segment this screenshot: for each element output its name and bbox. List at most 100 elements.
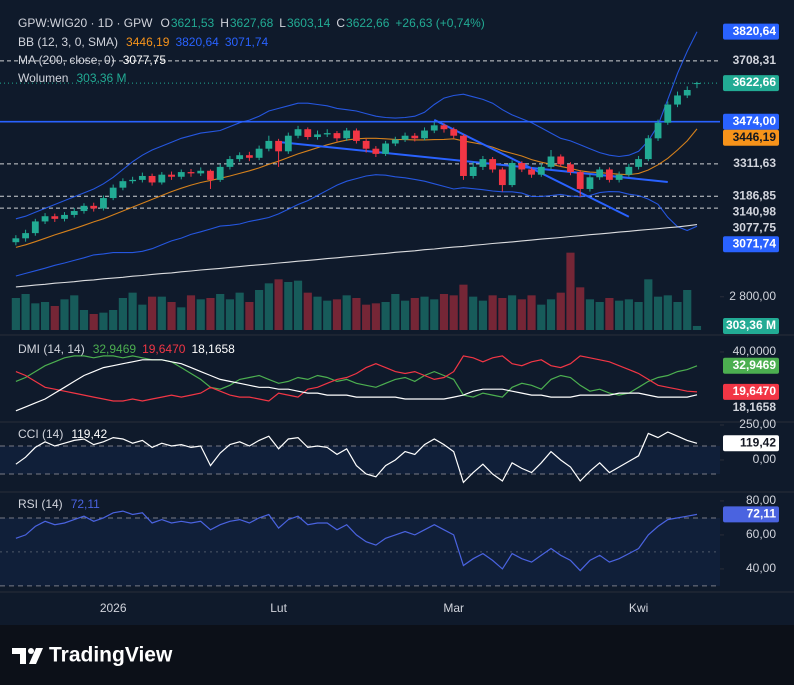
indicator-value: 72,11 [71,497,100,511]
price-tag-label: 3071,74 [733,236,777,250]
indicator-name: BB (12, 3, 0, SMA) [18,35,118,49]
candle-body [197,170,205,174]
y-tick-label: 40,0000 [733,344,777,358]
price-tag-label: 19,6470 [733,384,777,398]
volume-bar [556,292,565,330]
pane-title: DMI (14, 14) [18,342,85,356]
volume-bar [663,295,672,330]
candle-body [51,216,59,219]
volume-bar [517,299,526,330]
volume-bar [40,302,50,330]
price-tag-label: 32,9469 [733,358,777,372]
candle-body [664,104,672,123]
candle-body [362,140,370,149]
volume-bar [332,299,342,330]
volume-bar [371,303,380,330]
volume-bar [245,302,254,330]
indicator-line [15,355,698,398]
volume-bar [157,296,166,330]
band-fill [0,446,720,475]
pane-title: CCI (14) [18,427,63,441]
candle-body [343,130,351,139]
volume-bar [615,300,624,330]
price-tag-label: 18,1658 [733,400,777,414]
x-tick-label: Mar [443,601,464,615]
price-tag-label: 3446,19 [733,130,777,144]
candle-body [323,133,331,135]
volume-bar [60,299,69,330]
candle-body [100,198,107,209]
candle-body [245,155,253,158]
volume-bar [186,295,196,330]
candle-body [596,169,604,178]
volume-bar [293,280,303,330]
candle-body [498,169,506,186]
candle-body [528,169,535,175]
volume-bar [439,294,449,330]
volume-bar [235,292,244,330]
volume-bar [449,295,458,330]
price-tag-label: 303,36 M [726,318,776,332]
candle-body [460,135,467,176]
volume-bar [673,302,682,330]
volume-bar [410,298,419,330]
price-tag [723,383,779,400]
logo-text: TradingView [49,644,173,667]
volume-bar [459,284,468,330]
candle-body [265,140,273,149]
candle-body [216,166,224,180]
price-tag-label: 3311,63 [733,156,776,170]
indicator-value: 3077,75 [123,53,167,67]
volume-bar [50,306,59,330]
volume-bar [21,294,30,330]
price-tag-label: 3622,66 [733,75,777,89]
price-tag-label: 3140,98 [733,204,777,218]
volume-bar [118,298,127,330]
logo-mark [12,648,43,664]
volume-bar [313,296,322,330]
y-tick-label: 80,00 [746,493,776,507]
volume-bar [683,290,692,330]
x-tick-label: 2026 [100,601,127,615]
volume-bar [400,300,410,330]
volume-bar [11,298,20,330]
price-tag [723,357,779,374]
candle-body [22,233,30,239]
y-tick-label: 250,00 [739,417,776,431]
candle-body [109,187,117,199]
ohlc-value: 3603,14 [287,16,331,30]
candle-body [518,162,526,170]
price-tag [723,435,779,452]
ohlc-key: C [336,16,345,30]
y-tick-label: 40,00 [746,561,776,575]
volume-bar [352,298,361,330]
volume-bar [147,296,157,330]
price-tag [723,236,779,253]
volume-bar [167,302,176,330]
price-tag [723,506,779,523]
candle-body [674,95,681,105]
y-tick-label: 2 800,00 [729,289,776,303]
candle-body [382,143,390,154]
price-tag-label: 3708,31 [733,53,777,67]
indicator-value: 119,42 [71,427,107,441]
price-tag-label: 3474,00 [733,114,777,128]
candle-body [284,135,292,152]
volume-bar [644,279,653,330]
candle-body [391,139,399,144]
price-tag-label: 3186,85 [733,188,777,202]
candle-body [294,129,302,136]
indicator-line [15,359,698,412]
pane-title: RSI (14) [18,497,63,511]
volume-bar [89,314,98,330]
indicator-value: 32,9469 [93,342,137,356]
volume-bar [546,299,556,330]
candle-body [489,159,497,170]
candle-body [129,179,137,182]
volume-bar [342,295,351,330]
price-tag [723,129,779,146]
y-tick-label: 60,00 [746,527,776,541]
price-tag [723,317,779,334]
candle-body [430,125,438,131]
